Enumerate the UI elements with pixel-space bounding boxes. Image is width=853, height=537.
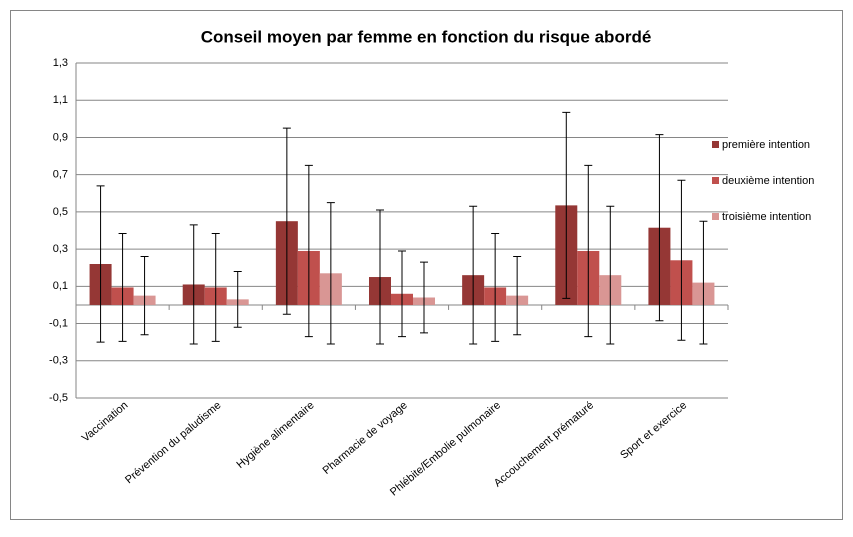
legend-label: troisième intention xyxy=(722,211,811,223)
error-bar xyxy=(211,232,220,342)
y-tick-label: 0,7 xyxy=(53,169,68,181)
legend-label: deuxième intention xyxy=(722,175,814,187)
error-bar xyxy=(326,202,335,345)
error-bar xyxy=(96,185,105,343)
error-bar xyxy=(469,205,478,345)
chart-border xyxy=(10,10,843,520)
error-bar xyxy=(233,270,242,328)
error-bar xyxy=(584,164,593,338)
error-bar xyxy=(699,220,708,345)
error-bar xyxy=(677,179,686,341)
error-bar xyxy=(491,232,500,342)
chart-title: Conseil moyen par femme en fonction du r… xyxy=(201,27,652,46)
error-bar xyxy=(655,134,664,322)
error-bar xyxy=(562,111,571,299)
legend-swatch xyxy=(712,177,719,184)
legend-swatch xyxy=(712,141,719,148)
y-tick-label: 0,5 xyxy=(53,206,68,218)
y-tick-label: 1,3 xyxy=(53,57,68,69)
error-bar xyxy=(376,209,384,345)
y-tick-label: 0,3 xyxy=(53,243,68,255)
error-bar xyxy=(304,164,313,338)
y-tick-label: 1,1 xyxy=(53,94,68,106)
y-tick-label: 0,1 xyxy=(53,280,68,292)
y-tick-label: -0,1 xyxy=(49,317,68,329)
error-bar xyxy=(398,250,406,338)
error-bar xyxy=(420,261,428,334)
error-bar xyxy=(513,256,522,336)
y-tick-label: 0,9 xyxy=(53,131,68,143)
y-tick-label: -0,5 xyxy=(49,392,68,404)
error-bar xyxy=(118,232,127,342)
error-bar xyxy=(282,127,291,315)
error-bar xyxy=(189,224,198,345)
legend-swatch xyxy=(712,213,719,220)
y-tick-label: -0,3 xyxy=(49,355,68,367)
error-bar xyxy=(140,256,149,336)
error-bar xyxy=(606,205,615,345)
legend-label: première intention xyxy=(722,139,810,151)
